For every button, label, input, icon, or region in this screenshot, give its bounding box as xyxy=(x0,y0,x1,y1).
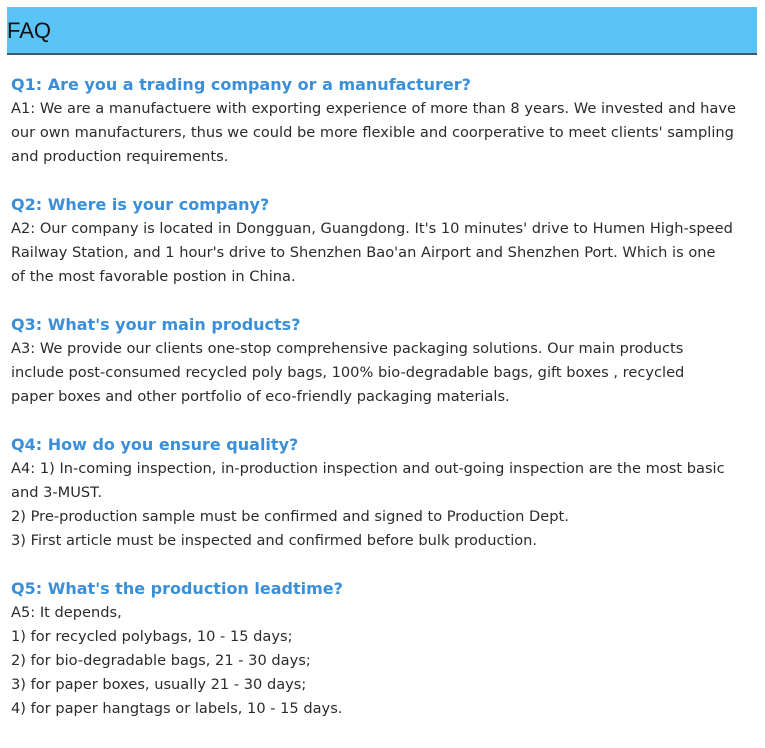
faq-answer: A3: We provide our clients one-stop comp… xyxy=(11,337,759,409)
answer-line: 2) Pre-production sample must be confirm… xyxy=(11,508,569,525)
answer-line: 2) for bio-degradable bags, 21 - 30 days… xyxy=(11,652,311,669)
faq-question: Q4: How do you ensure quality? xyxy=(11,435,299,454)
faq-list: Q1: Are you a trading company or a manuf… xyxy=(11,73,759,745)
answer-line: paper boxes and other portfolio of eco-f… xyxy=(11,388,510,405)
faq-item: Q1: Are you a trading company or a manuf… xyxy=(11,73,759,169)
faq-item: Q2: Where is your company? A2: Our compan… xyxy=(11,193,759,289)
faq-header: FAQ xyxy=(7,7,757,55)
answer-line: A4: 1) In-coming inspection, in-producti… xyxy=(11,460,725,477)
answer-line: A3: We provide our clients one-stop comp… xyxy=(11,340,684,357)
faq-item: Q5: What's the production leadtime? A5: I… xyxy=(11,577,759,721)
answer-line: A1: We are a manufactuere with exporting… xyxy=(11,100,736,117)
answer-line: our own manufacturers, thus we could be … xyxy=(11,124,734,141)
faq-answer: A1: We are a manufactuere with exporting… xyxy=(11,97,759,169)
answer-line: Railway Station, and 1 hour's drive to S… xyxy=(11,244,716,261)
answer-line: 3) First article must be inspected and c… xyxy=(11,532,538,549)
answer-line: 3) for paper boxes, usually 21 - 30 days… xyxy=(11,676,307,693)
answer-line: 4) for paper hangtags or labels, 10 - 15… xyxy=(11,700,343,717)
answer-line: A5: It depends, xyxy=(11,604,122,621)
faq-item: Q3: What's your main products? A3: We pro… xyxy=(11,313,759,409)
faq-answer: A2: Our company is located in Dongguan, … xyxy=(11,217,759,289)
answer-line: of the most favorable postion in China. xyxy=(11,268,296,285)
faq-question: Q3: What's your main products? xyxy=(11,315,301,334)
answer-line: A2: Our company is located in Dongguan, … xyxy=(11,220,733,237)
answer-line: include post-consumed recycled poly bags… xyxy=(11,364,685,381)
answer-line: and 3-MUST. xyxy=(11,484,103,501)
faq-answer: A5: It depends, 1) for recycled polybags,… xyxy=(11,601,759,721)
answer-line: and production requirements. xyxy=(11,148,229,165)
page-title: FAQ xyxy=(7,18,52,43)
faq-answer: A4: 1) In-coming inspection, in-producti… xyxy=(11,457,759,553)
answer-line: 1) for recycled polybags, 10 - 15 days; xyxy=(11,628,293,645)
faq-item: Q4: How do you ensure quality? A4: 1) In-… xyxy=(11,433,759,553)
faq-question: Q5: What's the production leadtime? xyxy=(11,579,343,598)
faq-question: Q1: Are you a trading company or a manuf… xyxy=(11,75,471,94)
faq-question: Q2: Where is your company? xyxy=(11,195,270,214)
